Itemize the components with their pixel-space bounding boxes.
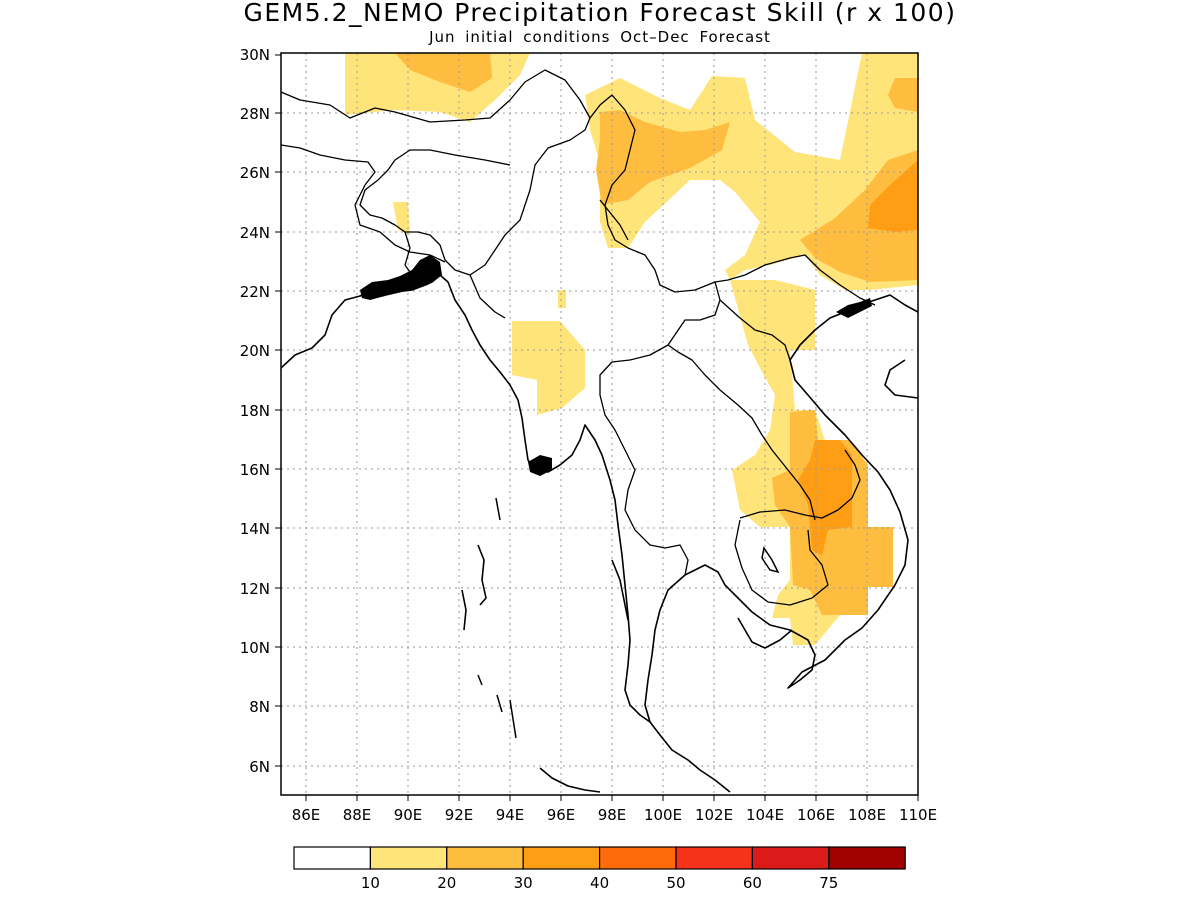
skill-shading [345, 53, 918, 645]
lat-label: 24N [240, 224, 270, 242]
colorbar-segment [369, 846, 448, 870]
skill-region-30-40 [798, 440, 852, 555]
colorbar-label: 40 [590, 874, 609, 892]
lon-label: 106E [797, 806, 835, 824]
colorbar-label: 50 [666, 874, 685, 892]
colorbar: 10 20 30 40 50 60 75 [293, 846, 906, 892]
map-subtitle: Jun initial conditions Oct–Dec Forecast [429, 28, 771, 46]
axis-ticks [275, 54, 919, 801]
skill-region-20-30 [596, 110, 730, 205]
skill-region-30-40 [868, 160, 918, 232]
lat-label: 26N [240, 164, 270, 182]
colorbar-segment [751, 846, 830, 870]
lon-label: 108E [848, 806, 886, 824]
colorbar-segment [446, 846, 524, 870]
lon-label: 100E [644, 806, 682, 824]
colorbar-label: 30 [514, 874, 533, 892]
lat-label: 28N [240, 105, 270, 123]
delta-islands [360, 255, 872, 476]
country-borders [281, 69, 876, 606]
lat-label: 14N [240, 520, 270, 538]
lon-label: 88E [343, 806, 372, 824]
lon-label: 104E [746, 806, 784, 824]
skill-region-10-20 [512, 321, 585, 415]
colorbar-label: 60 [743, 874, 762, 892]
lon-labels: 86E 88E 90E 92E 94E 96E 98E 100E 102E 10… [292, 806, 937, 824]
colorbar-label: 75 [819, 874, 838, 892]
lat-label: 8N [249, 698, 270, 716]
colorbar-segment [293, 846, 372, 870]
colorbar-segment [828, 846, 906, 870]
skill-region-10-20 [558, 290, 566, 308]
lon-label: 96E [547, 806, 576, 824]
lat-label: 18N [240, 402, 270, 420]
colorbar-label: 10 [361, 874, 380, 892]
skill-region-20-30 [395, 53, 492, 92]
skill-region-10-20 [393, 202, 410, 235]
lon-label: 94E [496, 806, 525, 824]
lon-label: 90E [394, 806, 423, 824]
andaman-islands [477, 497, 780, 739]
colorbar-segment [675, 846, 754, 870]
lat-label: 6N [249, 758, 270, 776]
skill-region-20-30 [800, 150, 918, 282]
lat-label: 30N [240, 46, 270, 64]
colorbar-label: 20 [437, 874, 456, 892]
colorbar-segment [522, 846, 601, 870]
lon-label: 102E [695, 806, 733, 824]
lon-label: 86E [292, 806, 321, 824]
lon-label: 92E [445, 806, 474, 824]
lat-label: 16N [240, 461, 270, 479]
skill-region-20-30 [888, 78, 918, 112]
grid-lines [281, 53, 918, 795]
lon-label: 98E [598, 806, 627, 824]
map-title: GEM5.2_NEMO Precipitation Forecast Skill… [243, 0, 957, 27]
lat-label: 12N [240, 580, 270, 598]
lat-labels: 30N 28N 26N 24N 22N 20N 18N 16N 14N 12N … [240, 46, 270, 776]
lat-label: 22N [240, 283, 270, 301]
lon-label: 110E [899, 806, 937, 824]
colorbar-segment [598, 846, 677, 870]
map-frame [280, 52, 919, 796]
lat-label: 10N [240, 639, 270, 657]
lat-label: 20N [240, 342, 270, 360]
